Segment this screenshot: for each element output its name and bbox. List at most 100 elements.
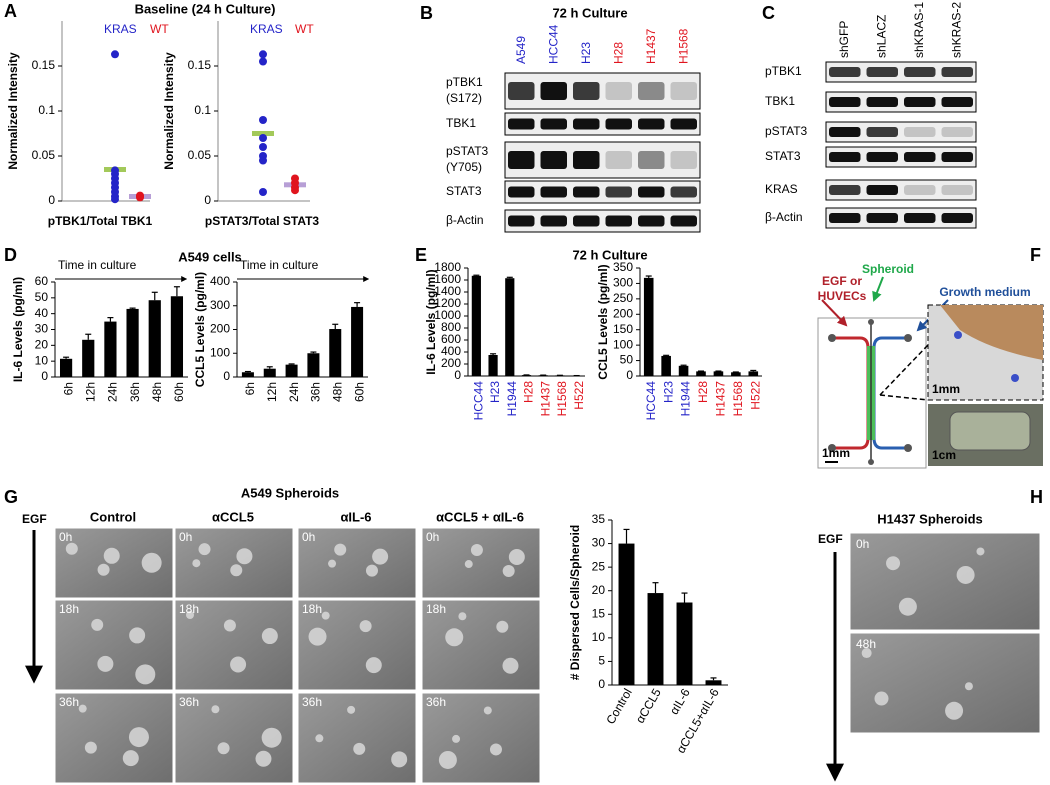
band <box>941 185 973 195</box>
y-tick-label: 400 <box>441 344 461 358</box>
band <box>638 186 665 198</box>
time-label: 36h <box>426 695 446 709</box>
micrograph <box>421 692 541 784</box>
band <box>638 215 665 227</box>
port <box>868 319 874 325</box>
cell-cluster <box>122 750 139 767</box>
y-tick-label: 0.1 <box>38 103 55 117</box>
band <box>573 151 600 169</box>
data-point <box>111 195 119 204</box>
band <box>605 118 632 130</box>
x-tick-label: 48h <box>330 382 344 402</box>
bar <box>676 602 693 685</box>
panel-letter: F <box>1030 245 1041 265</box>
x-tick-label: H1437 <box>538 381 552 417</box>
band <box>829 152 861 162</box>
row-label: (Y705) <box>446 160 482 174</box>
device-diagram: EGF or HUVECs Spheroid Growth medium 1mm… <box>817 262 1044 469</box>
photo <box>949 411 1031 451</box>
x-tick-label: 24h <box>106 382 120 402</box>
y-tick-label: 10 <box>592 630 606 644</box>
cell-cluster <box>78 704 87 713</box>
cell-cluster <box>97 655 114 672</box>
y-tick-label: 100 <box>613 337 633 351</box>
y-tick-label: 0.05 <box>188 148 212 162</box>
blot <box>825 179 977 201</box>
row-label: pSTAT3 <box>446 144 489 158</box>
band <box>829 97 861 107</box>
y-tick-label: 0 <box>626 368 633 382</box>
band <box>540 215 567 227</box>
y-tick-label: 1600 <box>434 272 461 286</box>
y-tick-label: 30 <box>35 322 49 336</box>
cell-cluster <box>198 543 211 556</box>
y-tick-label: 300 <box>613 276 633 290</box>
band <box>605 186 632 198</box>
y-tick-label: 200 <box>613 306 633 320</box>
bar <box>59 358 73 377</box>
y-tick-label: 0 <box>204 193 211 207</box>
band <box>941 67 973 77</box>
cell-cluster <box>470 544 483 557</box>
time-label: 0h <box>59 530 72 544</box>
data-point <box>259 156 267 165</box>
y-tick-label: 0.05 <box>32 148 56 162</box>
arrow <box>821 299 848 327</box>
band <box>904 213 936 223</box>
bar <box>285 364 298 377</box>
band <box>904 127 936 137</box>
x-tick-label: 12h <box>265 382 279 402</box>
y-tick-label: 1200 <box>434 296 461 310</box>
time-label: 18h <box>302 602 322 616</box>
lane-label: H1437 <box>644 28 658 64</box>
micrograph <box>849 632 1041 734</box>
cell-cluster <box>458 612 467 621</box>
micrograph <box>421 599 541 691</box>
band <box>508 151 535 169</box>
y-tick-label: 250 <box>613 291 633 305</box>
cell-cluster <box>84 741 97 754</box>
bar <box>82 339 95 377</box>
cell-cluster <box>898 597 917 616</box>
row-label: STAT3 <box>446 184 482 198</box>
cell-cluster <box>91 618 104 631</box>
band <box>670 186 697 198</box>
column-label: αCCL5 + αIL-6 <box>436 509 524 524</box>
y-axis-label: CCL5 Levels (pg/ml) <box>193 272 207 387</box>
row-label: pSTAT3 <box>765 124 808 138</box>
y-axis-label: # Dispersed Cells/Spheroid <box>568 525 582 680</box>
cell-cluster <box>334 543 347 556</box>
port <box>904 334 912 342</box>
micrograph <box>954 331 962 339</box>
band <box>573 186 600 198</box>
panel-title: A549 Spheroids <box>241 485 339 500</box>
band <box>904 152 936 162</box>
cell-cluster <box>141 552 162 573</box>
x-axis-label: pTBK1/Total TBK1 <box>48 214 153 228</box>
y-axis-label: IL-6 Levels (pg/ml) <box>11 277 25 382</box>
cell-cluster <box>103 547 120 564</box>
y-tick-label: 10 <box>35 353 49 367</box>
x-tick-label: 6h <box>243 382 257 395</box>
band <box>540 82 567 100</box>
time-label: 36h <box>302 695 322 709</box>
bar <box>678 365 689 376</box>
y-tick-label: 300 <box>210 298 230 312</box>
cell-cluster <box>874 691 889 706</box>
band <box>866 152 898 162</box>
data-point <box>259 57 267 66</box>
band <box>829 67 861 77</box>
time-label: 48h <box>856 637 876 651</box>
cell-cluster <box>65 542 78 555</box>
band <box>540 118 567 130</box>
band <box>829 127 861 137</box>
cell-cluster <box>230 656 247 673</box>
port <box>828 334 836 342</box>
band <box>866 97 898 107</box>
time-label: 0h <box>426 530 439 544</box>
bar <box>126 308 139 377</box>
x-tick-label: 60h <box>352 382 366 402</box>
y-axis-label: Normalized Intensity <box>6 52 20 170</box>
cell-cluster <box>464 560 473 569</box>
cell-cluster <box>508 549 525 566</box>
